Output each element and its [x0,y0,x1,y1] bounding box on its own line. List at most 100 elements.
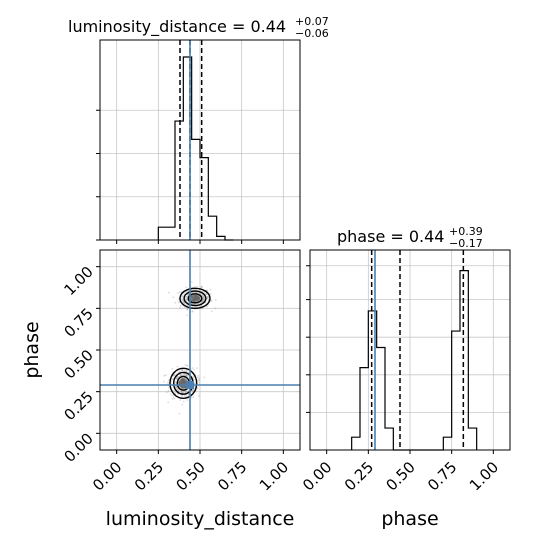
y-tick-label: 1.00 [60,263,96,299]
sample-point [175,377,178,380]
sample-point [198,377,201,380]
panel-title-luminosity-distance: luminosity_distance = 0.44 [68,17,286,37]
sample-point [193,303,196,305]
sample-point [184,364,187,366]
sample-point [186,364,189,367]
sample-point [183,394,186,397]
sample-point [190,281,193,283]
sample-point [194,382,196,384]
x-tick-label: 0.00 [89,458,125,494]
sample-point [168,379,170,381]
sample-point [175,387,178,389]
y-tick-labels: 0.00 0.25 0.50 0.75 1.00 [60,263,96,466]
sample-point [186,290,189,292]
sample-point [206,295,209,298]
sample-point [186,314,189,317]
sample-point [206,296,209,299]
sample-point [195,288,198,291]
sample-point [192,396,195,399]
sample-point [176,377,179,379]
sample-point [202,296,205,299]
sample-point [179,304,182,307]
sample-point [195,367,198,369]
sample-point [167,401,170,404]
grid [310,250,510,450]
sample-point [165,391,168,394]
sample-point [191,310,194,313]
sample-point [192,389,195,392]
sample-point [192,390,194,393]
sample-point [181,403,184,406]
sample-point [186,298,189,301]
sample-point [191,291,194,294]
sample-point [203,376,206,379]
sample-point [193,286,196,288]
sample-point [186,297,189,300]
sample-point [167,389,170,392]
sample-point [190,302,193,305]
truth-marker [186,381,194,389]
sample-point [186,296,188,298]
sample-point [201,300,204,303]
sample-point [196,387,199,389]
sample-point [202,299,205,301]
sample-point [185,296,188,298]
x-tick-label: 0.50 [382,458,418,494]
sample-point [196,376,199,379]
quantile-lines [179,40,203,240]
y-tick-label: 0.00 [60,429,96,465]
sample-point [193,382,196,385]
sample-point [187,393,190,396]
x-tick-label: 1.00 [466,458,502,494]
title-superscript: +0.07 [295,15,329,28]
density-contour [169,367,198,400]
sample-point [207,296,210,298]
sample-point [173,397,176,400]
sample-point [179,373,182,376]
sample-point [185,374,188,376]
density-contour [187,293,203,304]
sample-point [163,374,166,377]
sample-point [179,306,182,309]
x-tick-label: 0.50 [172,458,208,494]
sample-point [203,297,206,299]
sample-point [187,293,190,296]
sample-point [205,292,207,295]
sample-point [176,388,179,390]
sample-point [181,391,184,394]
sample-point [186,391,188,393]
sample-point [197,374,200,377]
sample-point [207,295,210,298]
sample-point [177,389,180,392]
sample-point [209,288,212,291]
sample-point [202,296,205,299]
sample-point [205,293,208,295]
sample-point [214,307,217,310]
sample-point [180,374,183,376]
sample-point [210,300,212,303]
sample-point [178,371,181,373]
sample-point [211,310,213,312]
sample-point [206,305,209,308]
sample-point [172,396,175,399]
sample-point [186,364,189,367]
sample-point [175,378,178,380]
sample-point [181,298,184,300]
sample-point [194,385,196,388]
sample-point [171,378,174,380]
sample-point [183,370,186,372]
sample-point [196,285,199,288]
sample-point [171,394,174,397]
sample-point [181,294,184,297]
sample-point [201,304,204,307]
y-tick-label: 0.25 [60,388,96,424]
sample-point [178,291,181,293]
sample-point [175,385,177,388]
density-contours [169,287,211,400]
sample-point [174,382,177,385]
sample-point [201,300,204,303]
sample-point [176,292,179,294]
sample-point [201,300,204,303]
sample-point [186,308,189,310]
title-subscript: −0.06 [295,27,329,40]
